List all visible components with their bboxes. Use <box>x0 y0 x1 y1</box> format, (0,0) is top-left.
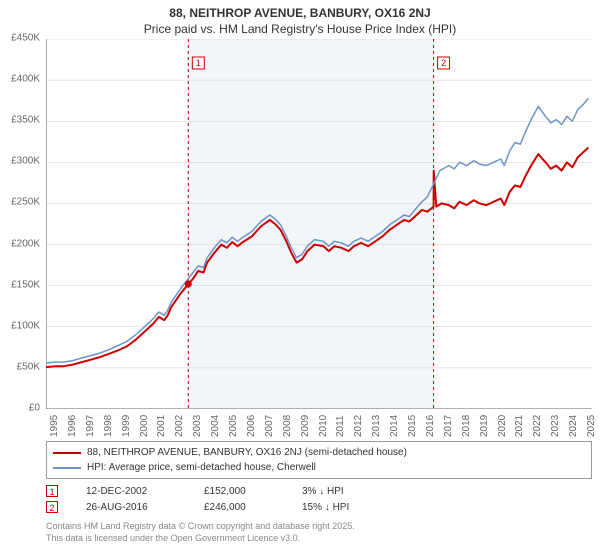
sales-table: 1 12-DEC-2002 £152,000 3% ↓ HPI 2 26-AUG-2016… <box>46 483 592 515</box>
y-tick-label: £0 <box>29 403 40 414</box>
sale-delta: 15% ↓ HPI <box>302 502 382 513</box>
x-tick-label: 2012 <box>353 415 364 437</box>
y-tick-label: £400K <box>11 74 40 85</box>
x-tick-label: 1999 <box>121 415 132 437</box>
x-tick-label: 1998 <box>103 415 114 437</box>
x-tick-label: 2016 <box>425 415 436 437</box>
chart-title-line2: Price paid vs. HM Land Registry's House … <box>0 22 600 40</box>
sale-price: £152,000 <box>204 486 274 497</box>
chart-footer: Contains HM Land Registry data © Crown c… <box>46 521 592 544</box>
y-tick-label: £50K <box>17 361 40 372</box>
x-tick-label: 2008 <box>282 415 293 437</box>
legend-label-property: 88, NEITHROP AVENUE, BANBURY, OX16 2NJ (… <box>87 445 407 460</box>
x-tick-label: 2001 <box>156 415 167 437</box>
x-tick-label: 2006 <box>246 415 257 437</box>
legend-swatch-hpi <box>53 467 81 469</box>
x-tick-label: 2004 <box>210 415 221 437</box>
x-tick-label: 2010 <box>318 415 329 437</box>
svg-text:2: 2 <box>441 58 446 68</box>
x-tick-label: 2014 <box>389 415 400 437</box>
y-tick-label: £300K <box>11 156 40 167</box>
footer-line1: Contains HM Land Registry data © Crown c… <box>46 521 592 533</box>
y-tick-label: £100K <box>11 320 40 331</box>
footer-line2: This data is licensed under the Open Gov… <box>46 533 592 545</box>
y-tick-label: £250K <box>11 197 40 208</box>
y-tick-label: £350K <box>11 115 40 126</box>
x-tick-label: 2024 <box>568 415 579 437</box>
sale-price: £246,000 <box>204 502 274 513</box>
sale-date: 26-AUG-2016 <box>86 502 176 513</box>
y-tick-label: £200K <box>11 238 40 249</box>
x-tick-label: 2019 <box>479 415 490 437</box>
x-tick-label: 2000 <box>139 415 150 437</box>
x-tick-label: 1996 <box>67 415 78 437</box>
sale-row: 1 12-DEC-2002 £152,000 3% ↓ HPI <box>46 483 592 499</box>
x-tick-label: 1997 <box>85 415 96 437</box>
x-axis-labels: 1995 1996 1997 1998 1999 2000 2001 2002 2003 2004… <box>46 409 592 439</box>
x-tick-label: 2020 <box>497 415 508 437</box>
chart-title-line1: 88, NEITHROP AVENUE, BANBURY, OX16 2NJ <box>0 0 600 22</box>
legend-row-hpi: HPI: Average price, semi-detached house,… <box>53 460 585 475</box>
sale-marker-box: 2 <box>46 501 58 513</box>
x-tick-label: 2009 <box>300 415 311 437</box>
x-tick-label: 2015 <box>407 415 418 437</box>
y-tick-label: £150K <box>11 279 40 290</box>
x-tick-label: 2021 <box>514 415 525 437</box>
x-tick-label: 2002 <box>174 415 185 437</box>
price-chart-svg: 12 <box>46 39 592 409</box>
sale-row: 2 26-AUG-2016 £246,000 15% ↓ HPI <box>46 499 592 515</box>
x-tick-label: 2022 <box>532 415 543 437</box>
x-tick-label: 2017 <box>443 415 454 437</box>
x-tick-label: 2011 <box>335 416 346 438</box>
sale-date: 12-DEC-2002 <box>86 486 176 497</box>
chart-legend: 88, NEITHROP AVENUE, BANBURY, OX16 2NJ (… <box>46 441 592 479</box>
x-tick-label: 2013 <box>371 415 382 437</box>
legend-row-property: 88, NEITHROP AVENUE, BANBURY, OX16 2NJ (… <box>53 445 585 460</box>
chart-container: { "title_line1": "88, NEITHROP AVENUE, B… <box>0 0 600 560</box>
x-tick-label: 2025 <box>586 415 597 437</box>
sale-marker-box: 1 <box>46 485 58 497</box>
y-axis-labels: £0£50K£100K£150K£200K£250K£300K£350K£400… <box>0 38 44 408</box>
x-tick-label: 2003 <box>192 415 203 437</box>
x-tick-label: 2005 <box>228 415 239 437</box>
x-tick-label: 1995 <box>49 415 60 437</box>
x-tick-label: 2023 <box>550 415 561 437</box>
legend-swatch-property <box>53 452 81 454</box>
y-tick-label: £450K <box>11 33 40 44</box>
legend-label-hpi: HPI: Average price, semi-detached house,… <box>87 460 316 475</box>
x-tick-label: 2007 <box>264 415 275 437</box>
sale-delta: 3% ↓ HPI <box>302 486 382 497</box>
x-tick-label: 2018 <box>461 415 472 437</box>
svg-text:1: 1 <box>196 58 201 68</box>
chart-plot-area: 12 <box>46 39 592 409</box>
